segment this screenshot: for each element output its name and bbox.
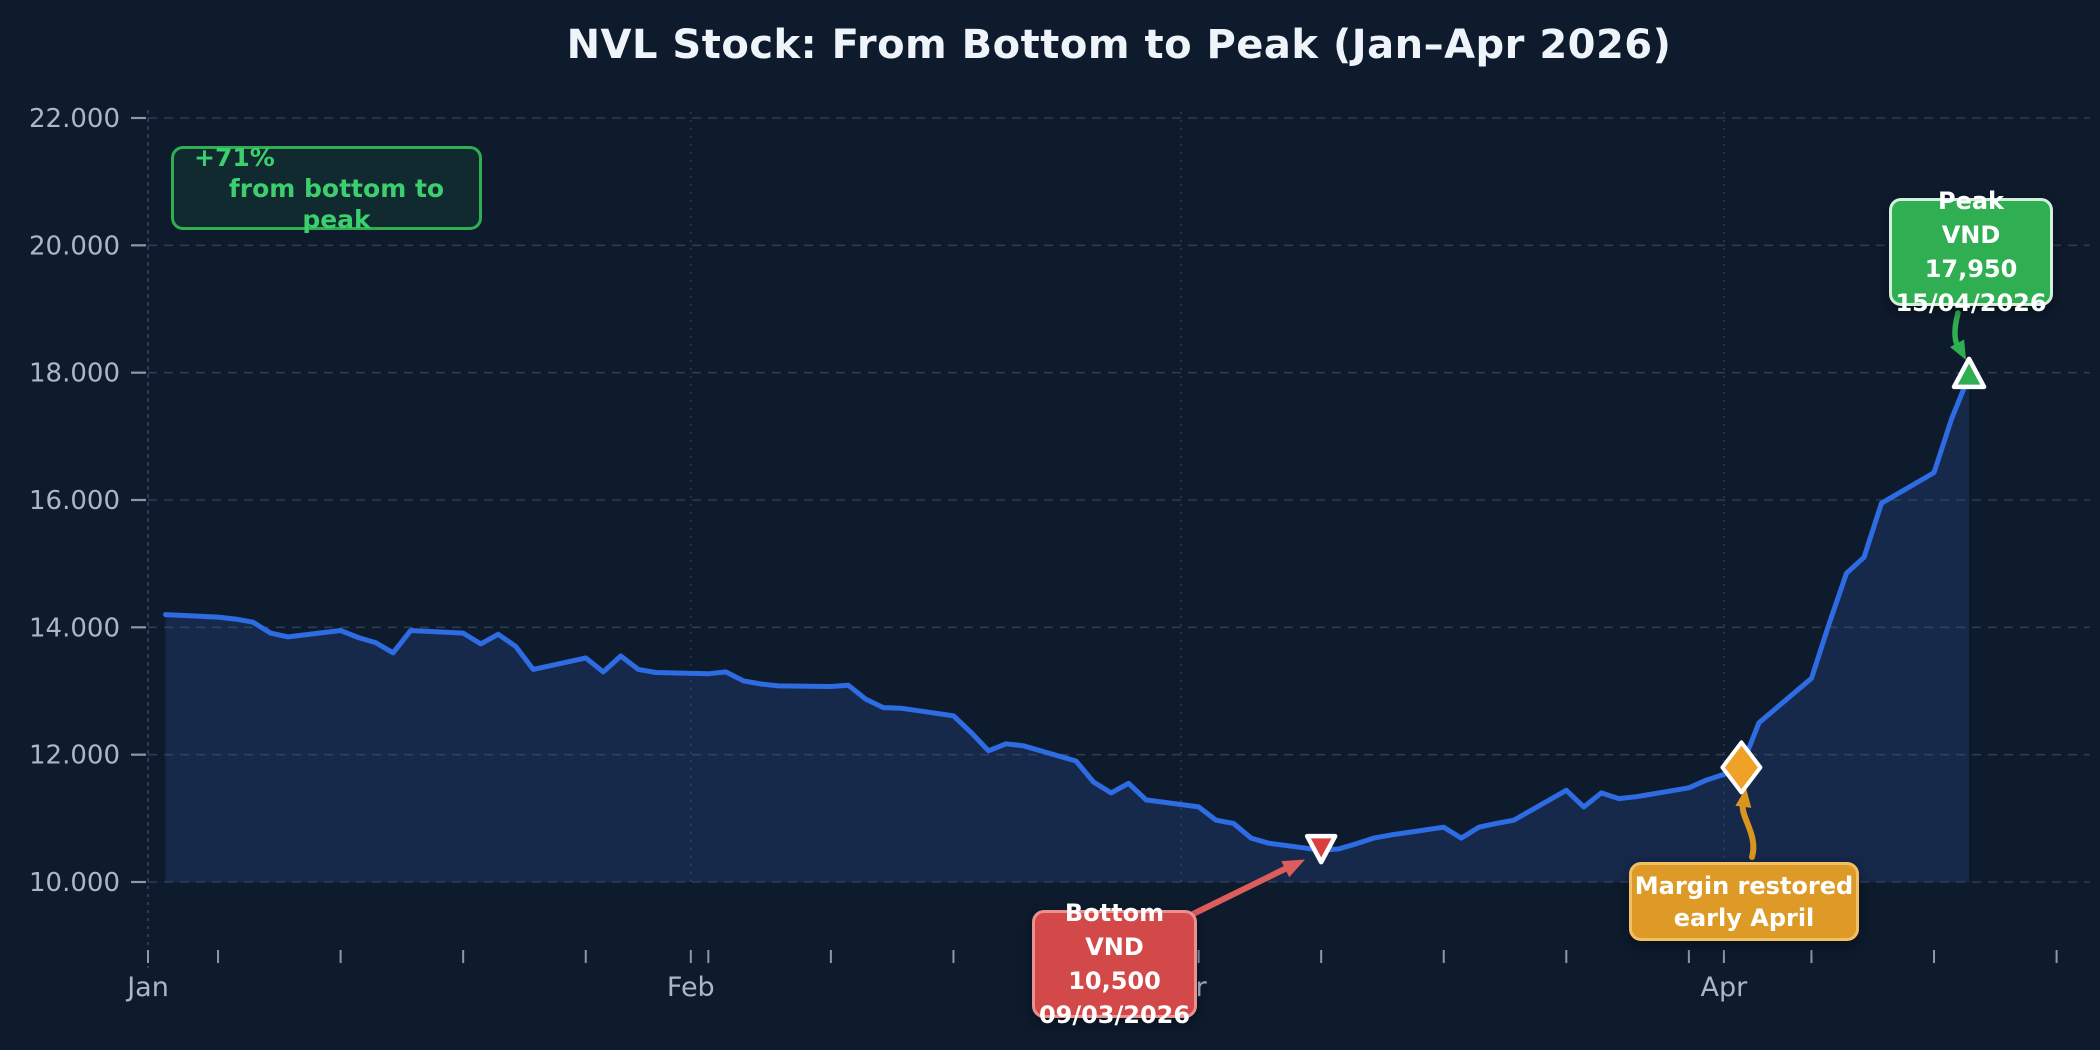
growth-annotation: +71% from bottom to peak (171, 143, 482, 234)
peak-annotation: Peak VND 17,950 15/04/2026 (1889, 187, 2053, 317)
y-tick-label: 16.000 (29, 486, 120, 516)
margin-annotation: Margin restored early April (1629, 862, 1859, 941)
bottom-label: Bottom (1064, 899, 1165, 927)
y-tick-label: 20.000 (29, 231, 120, 261)
arrowhead (1281, 859, 1305, 878)
y-tick-label: 10.000 (29, 868, 120, 898)
peak-price: VND 17,950 (1924, 221, 2018, 283)
price-line (163, 373, 1972, 853)
y-tick-label: 22.000 (29, 104, 120, 134)
y-tick-label: 12.000 (29, 741, 120, 771)
x-month-label: Feb (667, 972, 715, 1003)
margin-line2: early April (1673, 903, 1815, 932)
y-tick-label: 14.000 (29, 613, 120, 643)
bottom-callout-arrow (1190, 862, 1296, 917)
bottom-price: VND 10,500 (1068, 933, 1161, 995)
chart-title: NVL Stock: From Bottom to Peak (Jan–Apr … (566, 22, 1672, 68)
bottom-annotation: Bottom VND 10,500 09/03/2026 (1032, 899, 1197, 1029)
margin-marker (1720, 740, 1763, 795)
peak-marker (1951, 356, 1987, 390)
arrowhead (1950, 339, 1966, 360)
y-tick-label: 18.000 (29, 359, 120, 389)
bottom-marker (1304, 833, 1338, 865)
peak-label: Peak (1937, 187, 2005, 215)
x-month-label: Jan (125, 972, 169, 1003)
bottom-date: 09/03/2026 (1038, 1001, 1191, 1029)
area-fill (165, 375, 1969, 882)
margin-line1: Margin restored (1634, 871, 1854, 900)
growth-caption: from bottom to peak (228, 173, 445, 234)
arrowhead (1735, 788, 1752, 808)
peak-date: 15/04/2026 (1895, 289, 2047, 317)
growth-percent: +71% (194, 142, 275, 172)
x-month-label: Apr (1701, 972, 1749, 1003)
